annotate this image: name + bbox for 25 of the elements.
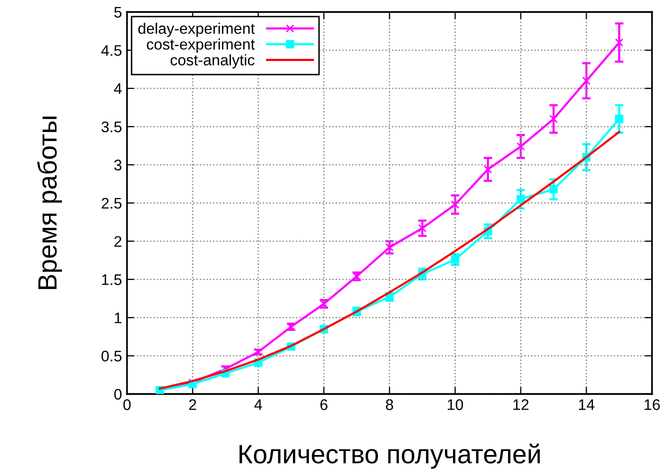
y-tick-label: 0 xyxy=(114,388,122,400)
x-tick-label: 16 xyxy=(644,399,660,410)
y-tick-label: 0.5 xyxy=(102,350,122,362)
y-tick-label: 1.5 xyxy=(102,274,122,286)
x-tick-label: 14 xyxy=(579,399,594,410)
y-tick-label: 3 xyxy=(114,160,122,170)
y-tick-label: 4 xyxy=(114,83,122,94)
legend-label: cost-analytic xyxy=(170,54,254,68)
x-tick-label: 10 xyxy=(448,399,464,410)
x-axis-title: Количество получателей xyxy=(240,444,540,469)
x-tick-label: 0 xyxy=(123,399,131,410)
x-tick-label: 8 xyxy=(386,399,394,410)
y-tick-label: 3.5 xyxy=(101,121,122,132)
legend-label: delay-experiment xyxy=(138,22,255,37)
y-axis-title: Время работы xyxy=(37,116,62,289)
x-tick-label: 4 xyxy=(254,399,262,410)
y-tick-label: 2 xyxy=(114,236,122,247)
y-tick-label: 1 xyxy=(114,312,122,324)
y-tick-label: 2.5 xyxy=(102,198,122,209)
y-tick-label: 4.5 xyxy=(101,45,122,56)
y-tick-label: 5 xyxy=(114,7,122,18)
x-tick-label: 2 xyxy=(189,399,196,410)
legend-label: cost-experiment xyxy=(146,38,255,53)
x-tick-label: 6 xyxy=(320,399,328,410)
x-tick-label: 12 xyxy=(513,399,528,410)
